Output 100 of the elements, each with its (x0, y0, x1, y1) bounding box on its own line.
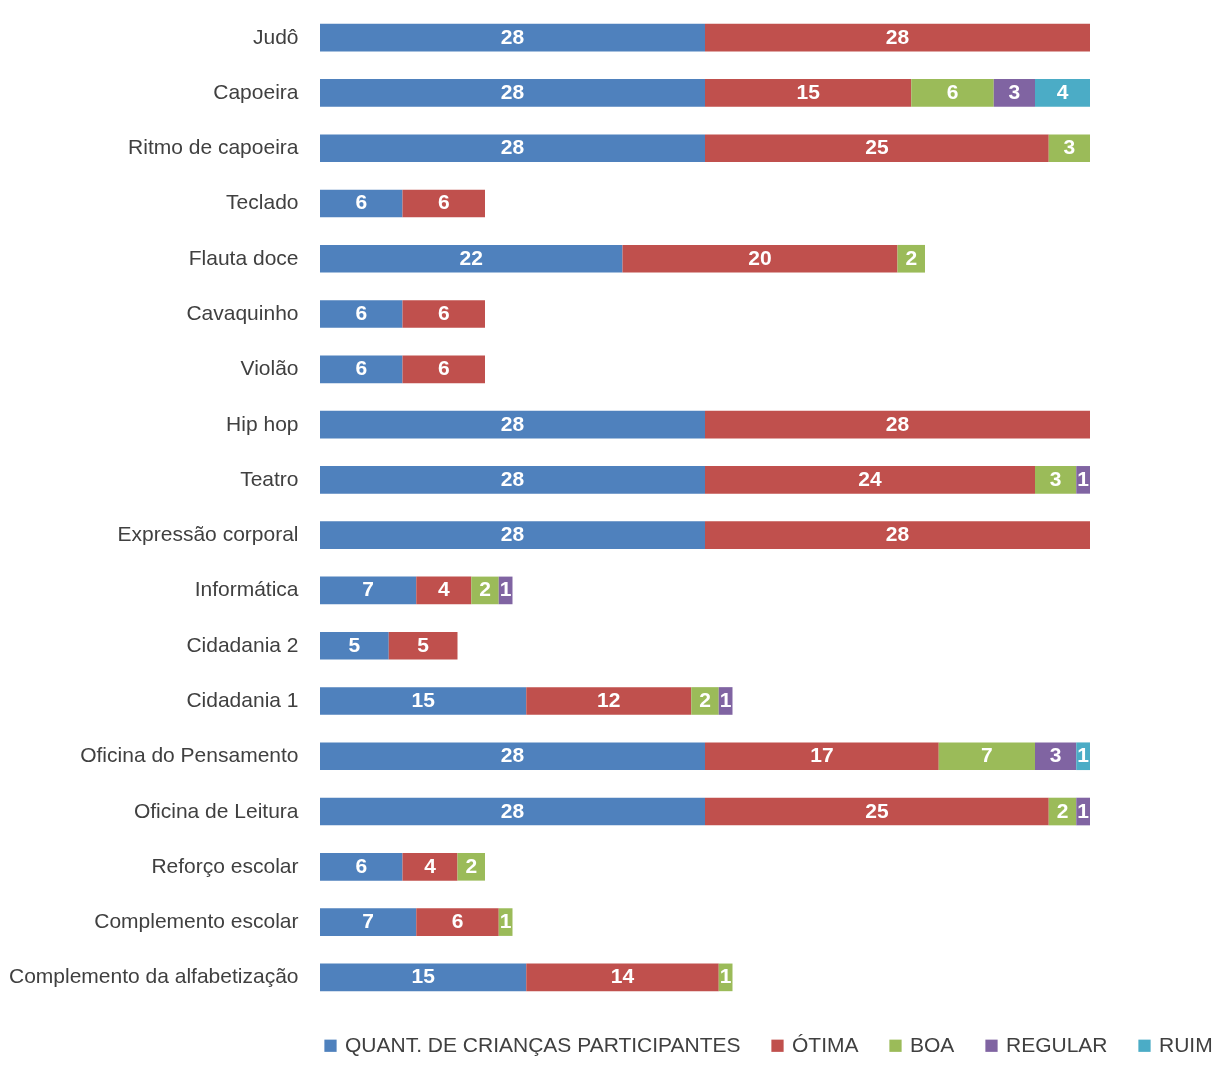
y-tick-label: Capoeira (213, 79, 299, 103)
data-label: 6 (437, 301, 450, 325)
bar (320, 244, 623, 273)
bar (320, 521, 705, 549)
data-label: 28 (500, 411, 525, 435)
bar (320, 189, 403, 218)
data-label: 7 (362, 577, 374, 601)
data-label: 28 (500, 798, 525, 822)
bar (1035, 79, 1090, 107)
bar (320, 410, 705, 439)
data-label: 1 (719, 964, 732, 988)
data-label: 5 (417, 632, 430, 656)
y-tick-label: Cavaquinho (186, 301, 299, 325)
bar (705, 521, 1090, 549)
bar (526, 963, 719, 992)
legend-label: REGULAR (1006, 1032, 1108, 1056)
bar (1035, 466, 1077, 494)
data-label: 15 (411, 964, 436, 988)
bar (993, 79, 1035, 107)
bar (622, 244, 898, 273)
y-tick-label: Expressão corporal (117, 522, 299, 546)
bar (320, 134, 705, 163)
data-label: 25 (865, 798, 889, 822)
data-label: 28 (500, 743, 525, 767)
data-label: 1 (499, 577, 512, 601)
data-label: 4 (437, 577, 450, 601)
data-label: 3 (1049, 743, 1062, 767)
y-tick-label: Teatro (240, 466, 299, 490)
bar (320, 797, 705, 826)
data-label: 6 (437, 356, 450, 380)
bar (705, 410, 1090, 439)
data-label: 15 (796, 79, 821, 103)
data-label: 6 (355, 301, 368, 325)
bar (705, 466, 1035, 494)
bar (705, 742, 939, 771)
data-label: 28 (500, 24, 525, 48)
bar (320, 355, 403, 384)
y-tick-label: Cidadania 2 (186, 632, 299, 656)
y-tick-label: Oficina de Leitura (133, 798, 299, 822)
data-label: 2 (905, 245, 918, 269)
data-label: 7 (362, 909, 374, 933)
bar (705, 134, 1049, 163)
data-label: 3 (1008, 79, 1021, 103)
data-label: 1 (1077, 798, 1090, 822)
bar (320, 23, 705, 52)
data-label: 22 (459, 245, 483, 269)
data-label: 28 (885, 411, 910, 435)
bar (705, 797, 1049, 826)
bar (320, 79, 705, 107)
data-label: 6 (355, 356, 368, 380)
legend-label: RUIM (1159, 1032, 1213, 1056)
data-label: 28 (500, 522, 525, 546)
data-label: 17 (810, 743, 834, 767)
bar (526, 687, 692, 715)
bar (320, 300, 403, 328)
data-label: 25 (865, 135, 889, 159)
data-label: 24 (858, 466, 882, 490)
data-label: 28 (885, 24, 910, 48)
bar (320, 852, 403, 881)
data-label: 4 (424, 853, 437, 877)
legend-label: BOA (910, 1032, 955, 1056)
data-label: 28 (500, 466, 525, 490)
legend-label: ÓTIMA (792, 1032, 859, 1056)
y-tick-label: Cidadania 1 (186, 687, 299, 711)
bar (705, 23, 1090, 52)
data-label: 28 (500, 79, 525, 103)
bar (402, 852, 458, 881)
y-tick-label: Reforço escolar (151, 853, 299, 877)
data-label: 1 (499, 909, 512, 933)
data-label: 6 (355, 853, 368, 877)
bar (320, 908, 417, 936)
y-tick-label: Informática (194, 577, 299, 601)
data-label: 1 (719, 687, 732, 711)
bar (320, 576, 417, 605)
data-label: 2 (465, 853, 478, 877)
legend-label: QUANT. DE CRIANÇAS PARTICIPANTES (345, 1032, 741, 1056)
data-label: 14 (610, 964, 635, 988)
y-tick-label: Complemento escolar (94, 909, 299, 933)
bar (416, 576, 472, 605)
data-label: 2 (479, 577, 491, 601)
data-label: 6 (946, 79, 959, 103)
bar (416, 908, 499, 936)
y-tick-label: Judô (252, 24, 299, 48)
data-label: 5 (348, 632, 361, 656)
data-label: 28 (885, 522, 910, 546)
y-tick-label: Complemento da alfabetização (8, 964, 299, 988)
bar (1048, 134, 1090, 163)
data-label: 20 (748, 245, 772, 269)
bar (320, 742, 705, 771)
y-tick-label: Flauta doce (188, 245, 299, 269)
bar (911, 79, 994, 107)
data-label: 15 (411, 687, 436, 711)
bar (388, 631, 458, 660)
y-tick-label: Teclado (226, 190, 299, 214)
y-tick-label: Violão (240, 356, 299, 380)
data-label: 2 (1056, 798, 1069, 822)
bar (402, 300, 485, 328)
data-label: 1 (1077, 466, 1090, 490)
bar (938, 742, 1035, 771)
data-label: 2 (699, 687, 711, 711)
